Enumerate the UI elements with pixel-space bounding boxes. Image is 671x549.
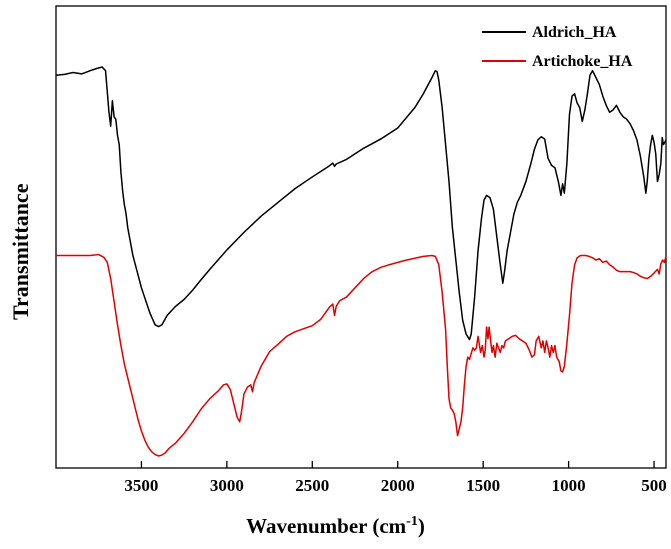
legend: Aldrich_HA Artichoke_HA: [482, 24, 633, 70]
x-tick-label-1500: 1500: [466, 476, 500, 495]
x-ticks: 3500 3000 2500 2000 1500 1000 500: [124, 461, 667, 495]
x-tick-label-1000: 1000: [552, 476, 586, 495]
series-lines: [55, 66, 667, 457]
x-tick-label-3500: 3500: [124, 476, 158, 495]
x-axis-label-suffix: ): [417, 514, 425, 538]
x-axis-label-main: Wavenumber (cm: [246, 514, 407, 538]
legend-label-aldrich-ha: Aldrich_HA: [532, 24, 617, 41]
series-line-aldrich-ha: [55, 66, 667, 341]
x-axis-label-sup: -1: [406, 514, 418, 529]
x-tick-label-500: 500: [641, 476, 667, 495]
x-axis-label: Wavenumber (cm-1): [0, 514, 671, 539]
legend-label-artichoke-ha: Artichoke_HA: [532, 53, 633, 70]
x-tick-label-2000: 2000: [381, 476, 415, 495]
series-line-artichoke-ha: [56, 253, 667, 457]
x-tick-label-3000: 3000: [210, 476, 244, 495]
x-tick-label-2500: 2500: [295, 476, 329, 495]
plot-frame: [55, 5, 667, 469]
